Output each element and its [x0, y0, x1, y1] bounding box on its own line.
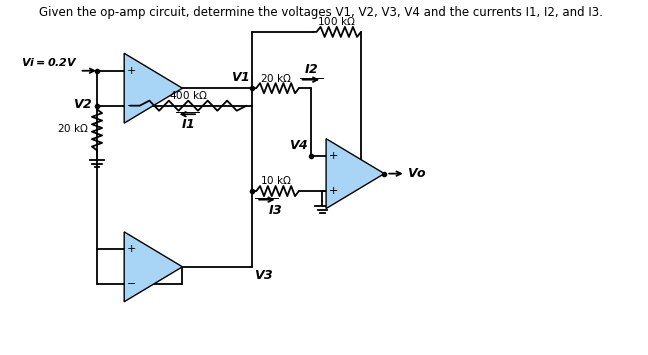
Text: 10 k$\Omega$: 10 k$\Omega$ — [260, 174, 292, 186]
Text: +: + — [126, 66, 136, 76]
Text: $\bfit{I1}$: $\bfit{I1}$ — [181, 118, 195, 131]
Text: $\bfit{V1}$: $\bfit{V1}$ — [231, 71, 250, 83]
Text: $\bfit{V4}$: $\bfit{V4}$ — [289, 139, 308, 152]
Text: Given the op-amp circuit, determine the voltages V1, V2, V3, V4 and the currents: Given the op-amp circuit, determine the … — [39, 6, 603, 19]
Polygon shape — [124, 53, 183, 123]
Text: 400 k$\Omega$: 400 k$\Omega$ — [169, 89, 207, 101]
Text: $\bfit{I3}$: $\bfit{I3}$ — [268, 203, 283, 217]
Text: $\bfit{V3}$: $\bfit{V3}$ — [254, 269, 274, 282]
Text: $\bfit{Vo}$: $\bfit{Vo}$ — [407, 167, 426, 180]
Polygon shape — [326, 139, 384, 208]
Text: $\bfit{I2}$: $\bfit{I2}$ — [304, 63, 319, 76]
Text: 20 k$\Omega$: 20 k$\Omega$ — [56, 122, 89, 134]
Text: +: + — [329, 151, 338, 161]
Text: +: + — [329, 186, 338, 196]
Text: −: − — [329, 186, 338, 196]
Text: 20 k$\Omega$: 20 k$\Omega$ — [260, 72, 292, 83]
Text: −: − — [126, 279, 136, 289]
Text: −: − — [126, 101, 136, 111]
Polygon shape — [124, 232, 183, 302]
Text: $\bfit{Vi=0.2V}$: $\bfit{Vi=0.2V}$ — [21, 56, 78, 67]
Text: $\bfit{V2}$: $\bfit{V2}$ — [73, 98, 93, 111]
Text: −: − — [329, 151, 338, 161]
Text: 100 k$\Omega$: 100 k$\Omega$ — [318, 15, 356, 27]
Text: +: + — [126, 244, 136, 254]
